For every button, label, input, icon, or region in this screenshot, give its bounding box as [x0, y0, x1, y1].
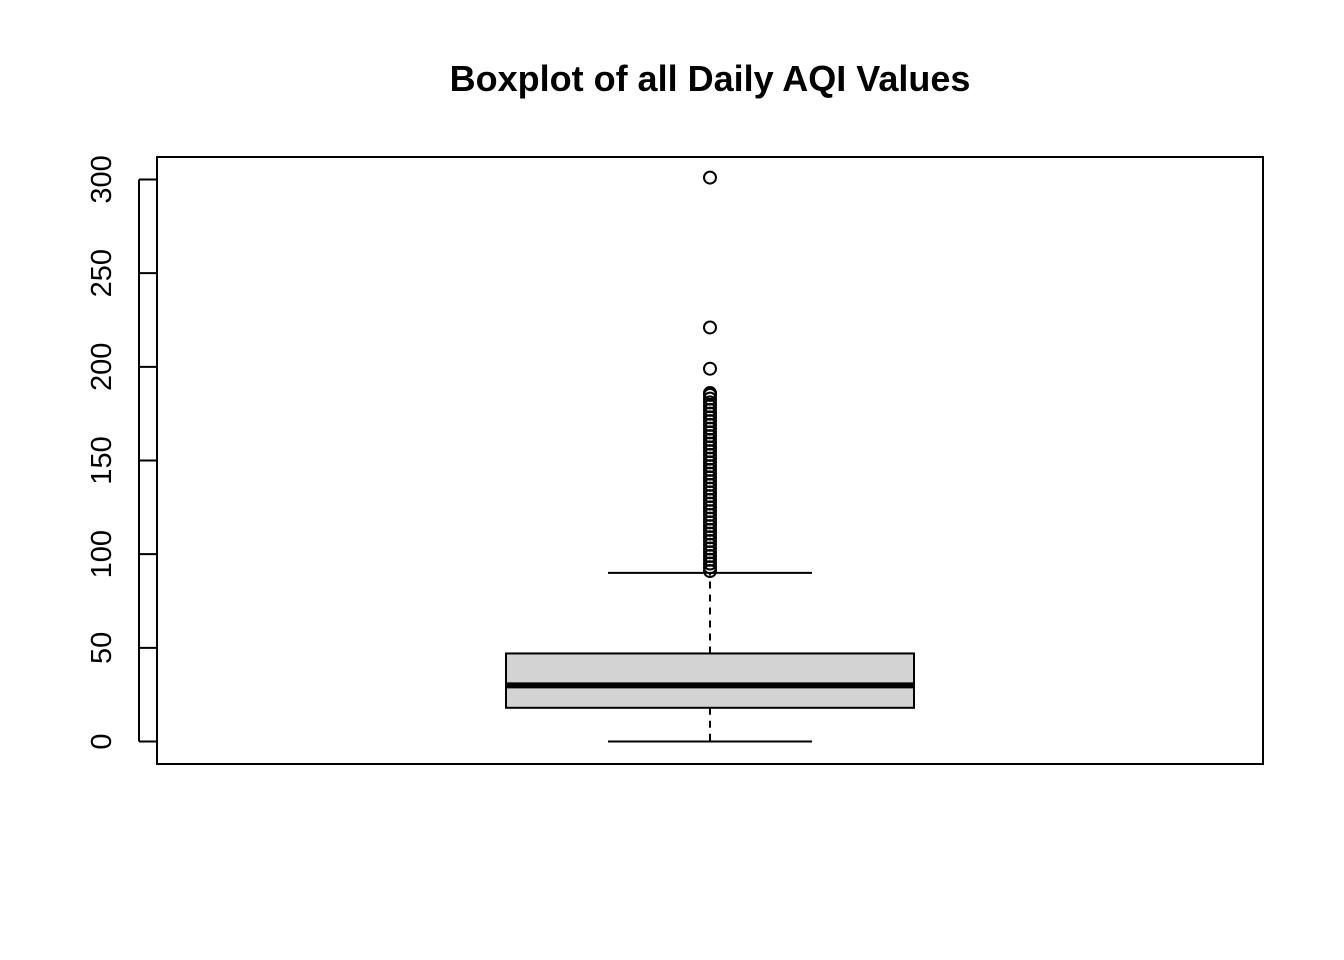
outlier-points: [703, 170, 717, 579]
y-axis: 0 50 100 150 200 250 300: [86, 155, 157, 750]
outlier-point: [703, 556, 717, 571]
y-tick-label: 50: [86, 632, 118, 664]
y-tick-label: 0: [86, 733, 118, 749]
outlier-point: [703, 564, 717, 579]
y-tick-label: 250: [86, 249, 118, 297]
y-tick-label: 100: [86, 530, 118, 578]
y-tick-label: 200: [86, 343, 118, 391]
outlier-point: [703, 361, 717, 376]
iqr-box: [505, 652, 915, 709]
outlier-point: [703, 170, 717, 185]
y-tick-label: 300: [86, 155, 118, 203]
chart-title: Boxplot of all Daily AQI Values: [449, 58, 971, 99]
outlier-point: [703, 320, 717, 335]
y-tick-label: 150: [86, 436, 118, 484]
boxplot: [505, 571, 915, 743]
outlier-point: [703, 560, 717, 575]
